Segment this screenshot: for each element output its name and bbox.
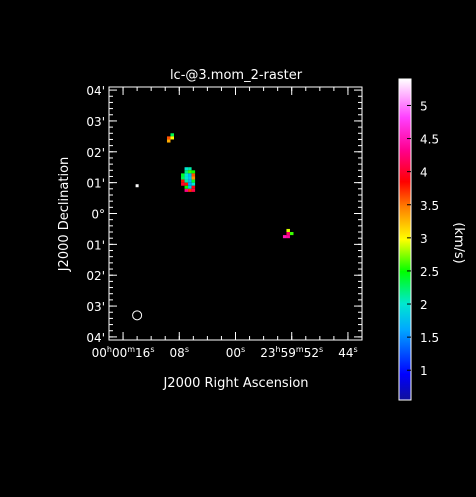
heatmap-cell <box>170 133 174 137</box>
heatmap-cell <box>289 232 294 236</box>
heatmap-cell <box>184 185 189 189</box>
heatmap-cell <box>184 182 189 186</box>
colorbar-tick-label: 1.5 <box>420 331 439 345</box>
y-tick-label: 04' <box>86 84 105 98</box>
x-tick-label: 00h00m16s <box>92 345 155 360</box>
y-tick-label: 03' <box>86 300 105 314</box>
colorbar-tick-label: 3.5 <box>420 199 439 213</box>
heatmap-cell <box>166 139 171 143</box>
y-tick-label: 01' <box>86 177 105 191</box>
y-tick-label: 03' <box>86 115 105 129</box>
reference-dot <box>135 184 139 188</box>
heatmap-cell <box>184 188 189 192</box>
x-tick-label: 00s <box>226 345 245 360</box>
colorbar-tick-label: 5 <box>420 99 428 113</box>
y-tick-label: 01' <box>86 238 105 252</box>
chart-markers <box>132 184 143 321</box>
colorbar-tick-label: 3 <box>420 232 428 246</box>
heatmap-cell <box>188 167 192 171</box>
x-axis-label: J2000 Right Ascension <box>162 376 308 391</box>
y-axis-tick-labels: 04' 03' 02' 01' 0° 01' 02' 03' 04' <box>86 84 105 345</box>
heatmap-cell <box>191 173 196 177</box>
heatmap-cell <box>191 170 196 174</box>
heatmap-cell <box>191 179 196 183</box>
x-axis-tick-labels: 00h00m16s 08s 00s 23h59m52s 44s <box>92 345 358 360</box>
colorbar-tick-label: 2.5 <box>420 265 439 279</box>
chart-title: lc-@3.mom_2-raster <box>170 68 303 83</box>
heatmap-cell <box>188 173 192 177</box>
heatmap-cell <box>188 185 192 189</box>
plot-frame <box>108 86 363 341</box>
y-tick-label: 02' <box>86 146 105 160</box>
heatmap-cell <box>188 188 192 192</box>
colorbar <box>398 78 412 401</box>
heatmap-cell <box>184 179 189 183</box>
heatmap-cell <box>188 176 192 180</box>
heatmap-cell <box>181 176 185 180</box>
beam-ellipse <box>132 310 143 321</box>
heatmap-cell <box>181 179 185 183</box>
heatmap-cell <box>184 167 189 171</box>
heatmap-cell <box>184 170 189 174</box>
heatmap-cell <box>191 176 196 180</box>
heatmap-cell <box>282 235 287 239</box>
heatmap-cell <box>286 235 290 239</box>
x-tick-label: 08s <box>170 345 189 360</box>
x-tick-label: 44s <box>338 345 357 360</box>
colorbar-tick-label: 1 <box>420 364 428 378</box>
colorbar-ticks: 1 1.5 2 2.5 3 3.5 4 4.5 5 <box>407 99 439 378</box>
heatmap-cell <box>286 232 290 236</box>
heatmap-cells <box>166 133 294 239</box>
heatmap-cell <box>181 182 185 186</box>
y-tick-label: 02' <box>86 269 105 283</box>
x-tick-label: 23h59m52s <box>260 345 323 360</box>
heatmap-cell <box>191 182 196 186</box>
heatmap-cell <box>184 176 189 180</box>
heatmap-cell <box>286 228 290 233</box>
heatmap-cell <box>184 173 189 177</box>
y-axis-ticks <box>109 89 362 338</box>
y-tick-label: 0° <box>91 208 105 222</box>
heatmap-cell <box>188 170 192 174</box>
heatmap-cell <box>170 136 174 140</box>
heatmap-cell <box>166 136 171 140</box>
heatmap-cell <box>191 188 196 192</box>
y-axis-label: J2000 Declination <box>57 157 72 273</box>
colorbar-tick-label: 2 <box>420 298 428 312</box>
heatmap-cell <box>191 185 196 189</box>
colorbar-label: (km/s) <box>451 222 466 264</box>
heatmap-cell <box>188 179 192 183</box>
heatmap-cell <box>181 173 185 177</box>
colorbar-tick-label: 4.5 <box>420 133 439 147</box>
y-tick-label: 04' <box>86 331 105 345</box>
heatmap-cell <box>188 182 192 186</box>
colorbar-tick-label: 4 <box>420 166 428 180</box>
x-axis-ticks <box>108 87 363 340</box>
